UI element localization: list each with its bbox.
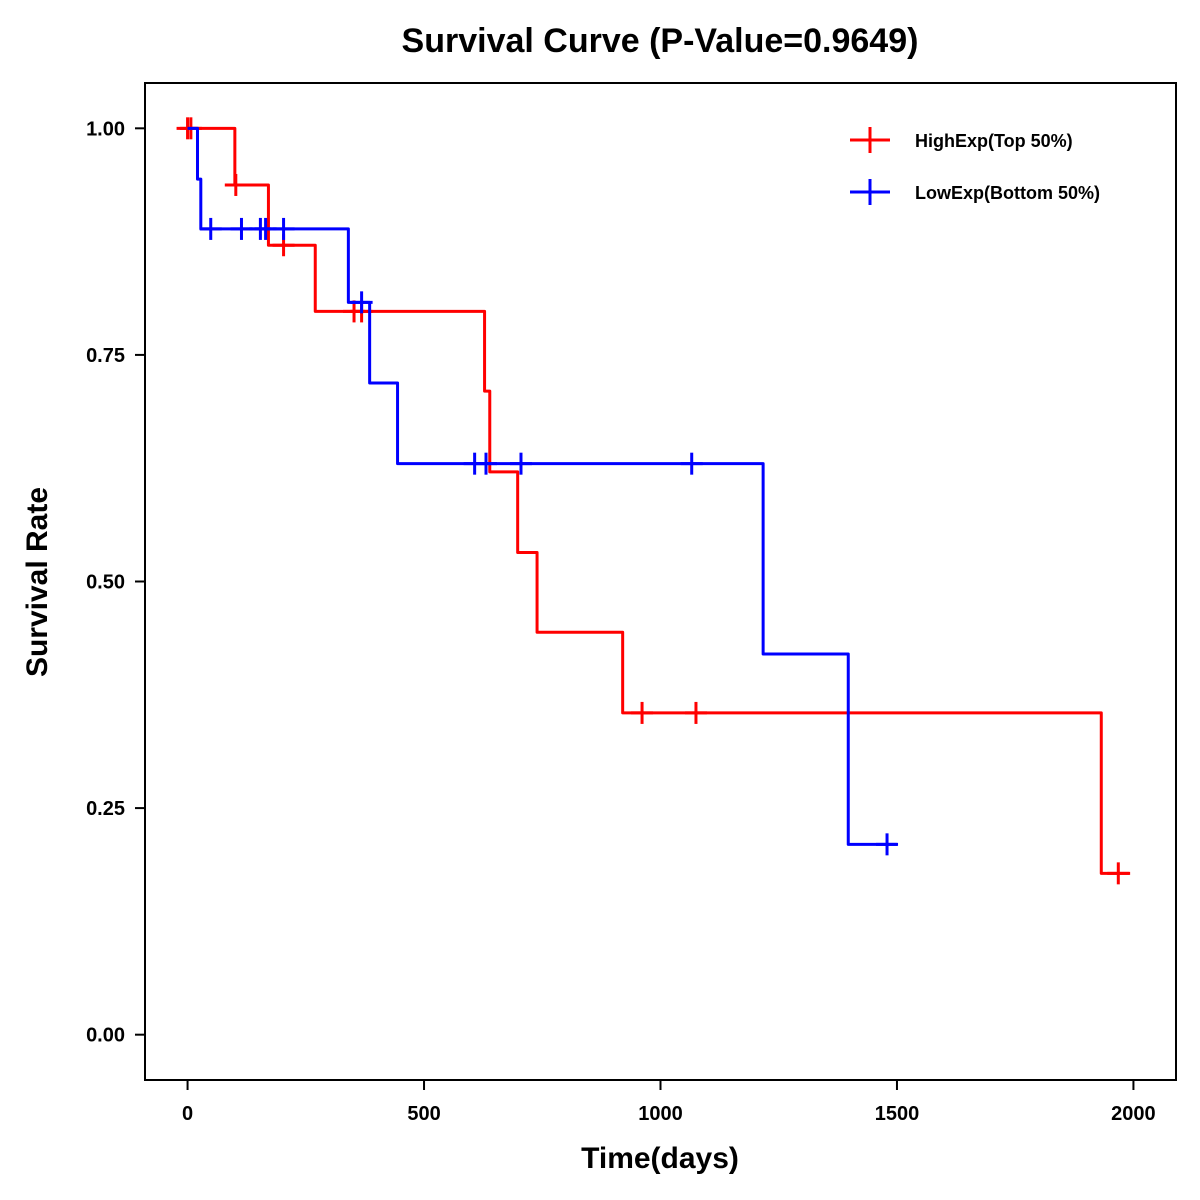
x-tick-label: 1500 (875, 1103, 920, 1125)
legend-item: HighExp(Top 50%) (850, 127, 1073, 153)
censor-mark (224, 173, 247, 196)
legend-item: LowExp(Bottom 50%) (850, 179, 1100, 205)
censor-mark (509, 452, 532, 475)
censor-mark (631, 701, 654, 724)
x-tick-label: 0 (182, 1103, 193, 1125)
censor-mark (474, 452, 497, 475)
y-tick-label: 1.00 (86, 118, 125, 140)
y-tick-label: 0.75 (86, 345, 125, 367)
censor-mark (680, 452, 703, 475)
y-tick-label: 0.00 (86, 1025, 125, 1047)
series-layer (176, 117, 1131, 885)
x-tick-label: 500 (407, 1103, 440, 1125)
censor-mark (684, 701, 707, 724)
y-tick-label: 0.50 (86, 572, 125, 594)
x-tick-label: 1000 (638, 1103, 683, 1125)
censor-mark (1107, 862, 1130, 885)
x-axis: 0 500 1000 1500 2000 (182, 1080, 1156, 1125)
censor-mark (230, 217, 253, 240)
x-axis-title: Time(days) (581, 1142, 739, 1175)
y-tick-label: 0.25 (86, 798, 125, 820)
legend-label: HighExp(Top 50%) (915, 131, 1073, 151)
series-low-exp (187, 126, 899, 856)
legend: HighExp(Top 50%) LowExp(Bottom 50%) (850, 127, 1100, 205)
plot-frame (144, 82, 1177, 1081)
x-tick-label: 2000 (1111, 1103, 1156, 1125)
y-axis: 0.00 0.25 0.50 0.75 1.00 (86, 118, 145, 1047)
chart-title: Survival Curve (P-Value=0.9649) (402, 22, 919, 60)
survival-step-line (187, 126, 897, 846)
y-axis-title: Survival Rate (21, 487, 54, 677)
censor-mark (199, 217, 222, 240)
censor-mark (272, 217, 295, 240)
censor-mark (876, 833, 899, 856)
censor-mark (350, 291, 373, 314)
survival-step-line (187, 126, 1131, 875)
legend-label: LowExp(Bottom 50%) (915, 183, 1100, 203)
